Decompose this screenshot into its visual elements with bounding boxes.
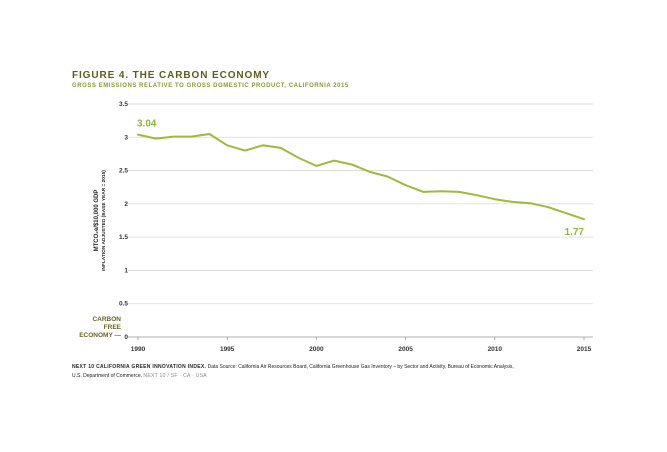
data-label-end: 1.77 — [565, 227, 585, 238]
x-axis-ticks: 1990 1995 2000 2005 2010 2015 — [131, 337, 592, 353]
series-line — [137, 133, 585, 221]
source-footnote: NEXT 10 CALIFORNIA GREEN INNOVATION INDE… — [72, 363, 612, 381]
y-tick-label: 0.5 — [119, 301, 128, 308]
y-tick-label: 3 — [124, 134, 128, 141]
x-tick-label: 1995 — [220, 346, 235, 353]
y-tick-label: 1.5 — [119, 234, 128, 241]
y-tick-label: 2.5 — [119, 168, 128, 175]
y-tick-label: 0 — [124, 334, 128, 341]
x-tick-label: 2015 — [577, 346, 592, 353]
y-tick-label: 2 — [124, 201, 128, 208]
data-labels: 3.04 1.77 — [137, 119, 584, 239]
footnote-source-line1: Data Source: California Air Resources Bo… — [207, 364, 514, 370]
footnote-source-line2: U.S. Department of Commerce. — [72, 373, 143, 379]
y-axis-label: MTCO₂e/$10,000 GDP — [94, 190, 100, 252]
x-tick-label: 2010 — [488, 346, 503, 353]
x-tick-label: 1990 — [131, 346, 146, 353]
carbon-free-economy-label: CARBON FREE ECONOMY — — [79, 316, 121, 339]
x-tick-label: 2000 — [309, 346, 324, 353]
y-axis-title: MTCO₂e/$10,000 GDP INFLATION ADJUSTED (B… — [94, 170, 107, 271]
x-tick-label: 2005 — [398, 346, 413, 353]
grid-lines — [128, 103, 593, 305]
y-tick-label: 3.5 — [119, 101, 128, 108]
y-tick-label: 1 — [124, 267, 128, 274]
y-axis-ticks: 0 0.5 1 1.5 2 2.5 3 3.5 — [119, 101, 128, 341]
carbon-free-label-line3: ECONOMY — — [79, 332, 121, 339]
y-axis-sublabel: INFLATION ADJUSTED (BASE YEAR = 2015) — [101, 170, 107, 271]
data-label-start: 3.04 — [137, 119, 157, 130]
carbon-free-label-line1: CARBON — [92, 316, 121, 323]
figure-title: FIGURE 4. THE CARBON ECONOMY — [72, 70, 270, 81]
series-layer — [137, 133, 585, 221]
footnote-lead: NEXT 10 CALIFORNIA GREEN INNOVATION INDE… — [72, 364, 207, 370]
footnote-brand: NEXT 10 / SF · CA · USA — [143, 373, 207, 379]
carbon-free-label-line2: FREE — [104, 324, 122, 331]
figure-subtitle: GROSS EMISSIONS RELATIVE TO GROSS DOMEST… — [72, 83, 349, 89]
